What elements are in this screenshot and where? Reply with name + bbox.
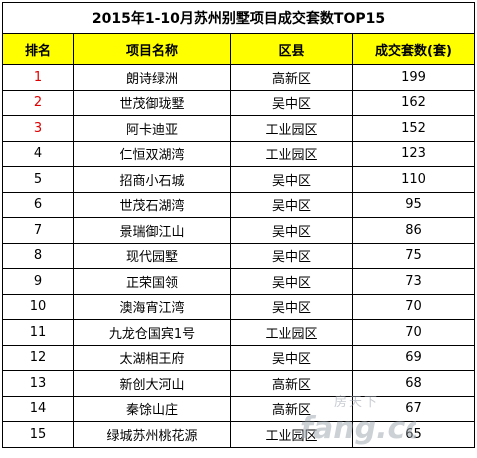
project-name-cell: 朗诗绿洲 bbox=[73, 64, 231, 91]
table-row: 14 秦馀山庄 高新区 67 bbox=[2, 395, 475, 422]
units-cell: 70 bbox=[352, 319, 475, 346]
project-name-cell: 绿城苏州桃花源 bbox=[73, 421, 231, 448]
ranking-table: 2015年1-10月苏州别墅项目成交套数TOP15 排名 项目名称 区县 成交套… bbox=[2, 2, 475, 448]
district-cell: 工业园区 bbox=[230, 140, 353, 167]
project-name-cell: 现代园墅 bbox=[73, 242, 231, 269]
header-rank: 排名 bbox=[2, 33, 74, 65]
rank-cell: 2 bbox=[2, 89, 74, 116]
district-cell: 吴中区 bbox=[230, 166, 353, 193]
table-row: 8 现代园墅 吴中区 75 bbox=[2, 242, 475, 269]
rank-cell: 7 bbox=[2, 217, 74, 244]
district-cell: 吴中区 bbox=[230, 242, 353, 269]
units-cell: 75 bbox=[352, 242, 475, 269]
table-row: 6 世茂石湖湾 吴中区 95 bbox=[2, 191, 475, 218]
units-cell: 123 bbox=[352, 140, 475, 167]
table-row: 7 景瑞御江山 吴中区 86 bbox=[2, 217, 475, 244]
table-row: 5 招商小石城 吴中区 110 bbox=[2, 166, 475, 193]
units-cell: 67 bbox=[352, 395, 475, 422]
units-cell: 68 bbox=[352, 370, 475, 397]
rank-cell: 14 bbox=[2, 395, 74, 422]
district-cell: 高新区 bbox=[230, 395, 353, 422]
district-cell: 吴中区 bbox=[230, 293, 353, 320]
table-row: 11 九龙仓国宾1号 工业园区 70 bbox=[2, 319, 475, 346]
project-name-cell: 新创大河山 bbox=[73, 370, 231, 397]
project-name-cell: 太湖相王府 bbox=[73, 344, 231, 371]
rank-cell: 15 bbox=[2, 421, 74, 448]
project-name-cell: 正荣国领 bbox=[73, 268, 231, 295]
header-project-name: 项目名称 bbox=[73, 33, 231, 65]
project-name-cell: 澳海宵江湾 bbox=[73, 293, 231, 320]
district-cell: 吴中区 bbox=[230, 344, 353, 371]
project-name-cell: 招商小石城 bbox=[73, 166, 231, 193]
district-cell: 高新区 bbox=[230, 370, 353, 397]
units-cell: 162 bbox=[352, 89, 475, 116]
rank-cell: 6 bbox=[2, 191, 74, 218]
rank-cell: 12 bbox=[2, 344, 74, 371]
header-row: 排名 项目名称 区县 成交套数(套) bbox=[2, 33, 475, 65]
table-title: 2015年1-10月苏州别墅项目成交套数TOP15 bbox=[2, 2, 475, 34]
table-row: 3 阿卡迪亚 工业园区 152 bbox=[2, 115, 475, 142]
table-row: 13 新创大河山 高新区 68 bbox=[2, 370, 475, 397]
district-cell: 工业园区 bbox=[230, 319, 353, 346]
rank-cell: 13 bbox=[2, 370, 74, 397]
district-cell: 吴中区 bbox=[230, 217, 353, 244]
units-cell: 73 bbox=[352, 268, 475, 295]
units-cell: 69 bbox=[352, 344, 475, 371]
project-name-cell: 秦馀山庄 bbox=[73, 395, 231, 422]
units-cell: 95 bbox=[352, 191, 475, 218]
project-name-cell: 九龙仓国宾1号 bbox=[73, 319, 231, 346]
district-cell: 吴中区 bbox=[230, 89, 353, 116]
units-cell: 70 bbox=[352, 293, 475, 320]
table-row: 4 仁恒双湖湾 工业园区 123 bbox=[2, 140, 475, 167]
district-cell: 工业园区 bbox=[230, 115, 353, 142]
district-cell: 吴中区 bbox=[230, 191, 353, 218]
project-name-cell: 世茂御珑墅 bbox=[73, 89, 231, 116]
rank-cell: 8 bbox=[2, 242, 74, 269]
units-cell: 199 bbox=[352, 64, 475, 91]
project-name-cell: 景瑞御江山 bbox=[73, 217, 231, 244]
table-row: 2 世茂御珑墅 吴中区 162 bbox=[2, 89, 475, 116]
rank-cell: 4 bbox=[2, 140, 74, 167]
table-row: 12 太湖相王府 吴中区 69 bbox=[2, 344, 475, 371]
project-name-cell: 仁恒双湖湾 bbox=[73, 140, 231, 167]
units-cell: 86 bbox=[352, 217, 475, 244]
rank-cell: 10 bbox=[2, 293, 74, 320]
district-cell: 高新区 bbox=[230, 64, 353, 91]
ranking-table-sheet: 2015年1-10月苏州别墅项目成交套数TOP15 排名 项目名称 区县 成交套… bbox=[2, 2, 475, 448]
table-row: 9 正荣国领 吴中区 73 bbox=[2, 268, 475, 295]
header-units-sold: 成交套数(套) bbox=[352, 33, 475, 65]
rank-cell: 1 bbox=[2, 64, 74, 91]
units-cell: 110 bbox=[352, 166, 475, 193]
table-body: 1 朗诗绿洲 高新区 199 2 世茂御珑墅 吴中区 162 3 阿卡迪亚 工业… bbox=[2, 64, 475, 448]
table-row: 15 绿城苏州桃花源 工业园区 65 bbox=[2, 421, 475, 448]
rank-cell: 3 bbox=[2, 115, 74, 142]
header-district: 区县 bbox=[230, 33, 353, 65]
rank-cell: 5 bbox=[2, 166, 74, 193]
table-row: 10 澳海宵江湾 吴中区 70 bbox=[2, 293, 475, 320]
district-cell: 吴中区 bbox=[230, 268, 353, 295]
rank-cell: 9 bbox=[2, 268, 74, 295]
project-name-cell: 阿卡迪亚 bbox=[73, 115, 231, 142]
rank-cell: 11 bbox=[2, 319, 74, 346]
units-cell: 65 bbox=[352, 421, 475, 448]
project-name-cell: 世茂石湖湾 bbox=[73, 191, 231, 218]
units-cell: 152 bbox=[352, 115, 475, 142]
district-cell: 工业园区 bbox=[230, 421, 353, 448]
table-row: 1 朗诗绿洲 高新区 199 bbox=[2, 64, 475, 91]
